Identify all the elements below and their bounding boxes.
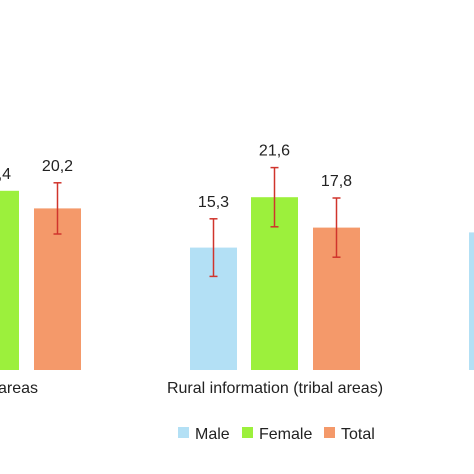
bar (34, 208, 81, 370)
value-label: 20,2 (42, 158, 73, 175)
legend-swatch (324, 427, 335, 438)
error-bar (332, 197, 341, 258)
bar (469, 232, 474, 370)
x-tick-label: Rural information (tribal areas) (167, 380, 383, 397)
error-bar (53, 182, 62, 235)
value-label: 15,3 (198, 194, 229, 211)
bar (0, 190, 19, 370)
error-bar (209, 218, 218, 278)
value-label: 22,4 (0, 166, 11, 183)
legend-swatch (178, 427, 189, 438)
x-tick-label: areas (0, 380, 38, 397)
legend-label: Female (259, 426, 312, 443)
legend-label: Male (195, 426, 230, 443)
value-label: 17,8 (321, 173, 352, 190)
legend-swatch (242, 427, 253, 438)
error-bar (270, 166, 279, 228)
legend-label: Total (341, 426, 375, 443)
value-label: 21,6 (259, 143, 290, 160)
